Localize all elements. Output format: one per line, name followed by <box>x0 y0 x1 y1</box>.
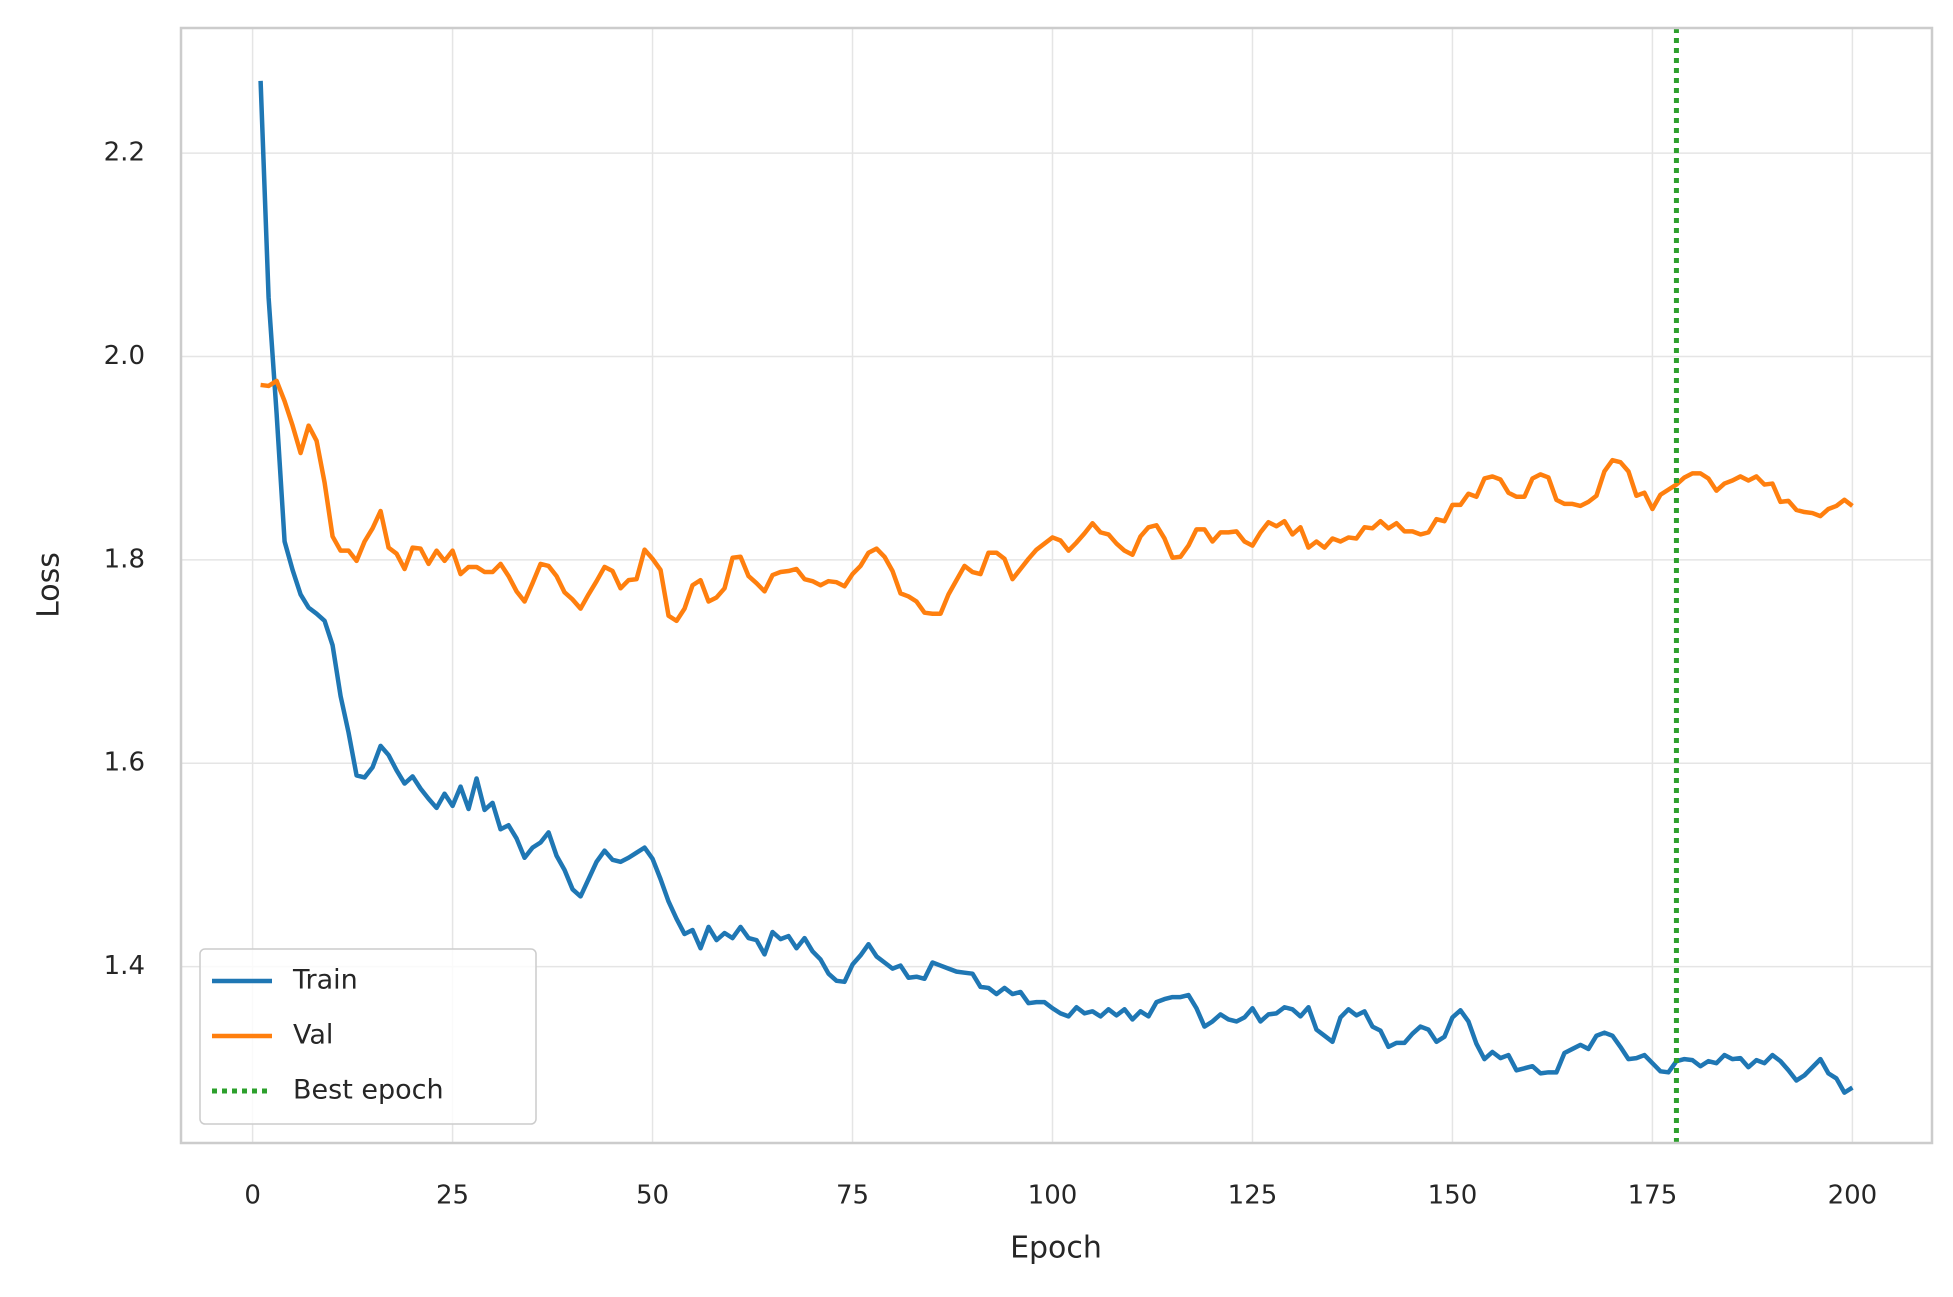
x-tick-label: 175 <box>1628 1181 1678 1211</box>
legend-label: Best epoch <box>293 1075 444 1106</box>
grid <box>181 28 1932 1143</box>
x-axis-label: Epoch <box>1010 1231 1102 1266</box>
legend-box <box>199 948 537 1125</box>
legend: Train Val Best epoch <box>199 948 537 1125</box>
x-tick-label: 0 <box>244 1181 261 1211</box>
x-tick-label: 125 <box>1228 1181 1278 1211</box>
y-tick-label: 1.8 <box>104 544 145 574</box>
y-tick-label: 2.2 <box>104 138 145 168</box>
y-tick-label: 1.6 <box>104 748 145 778</box>
x-tick-label: 200 <box>1828 1181 1878 1211</box>
y-tick-label: 2.0 <box>104 341 145 371</box>
x-tick-label: 25 <box>436 1181 469 1211</box>
legend-label: Train <box>292 965 358 996</box>
x-tick-label: 50 <box>636 1181 669 1211</box>
y-tick-label: 1.4 <box>104 951 145 981</box>
line-series <box>258 80 1854 1095</box>
x-tick-label: 150 <box>1428 1181 1478 1211</box>
legend-label: Val <box>293 1020 333 1051</box>
x-tick-label: 100 <box>1028 1181 1078 1211</box>
y-axis-label: Loss <box>32 552 67 618</box>
x-tick-label: 75 <box>836 1181 869 1211</box>
line-series <box>260 378 1854 624</box>
plot-frame <box>179 26 1934 1145</box>
